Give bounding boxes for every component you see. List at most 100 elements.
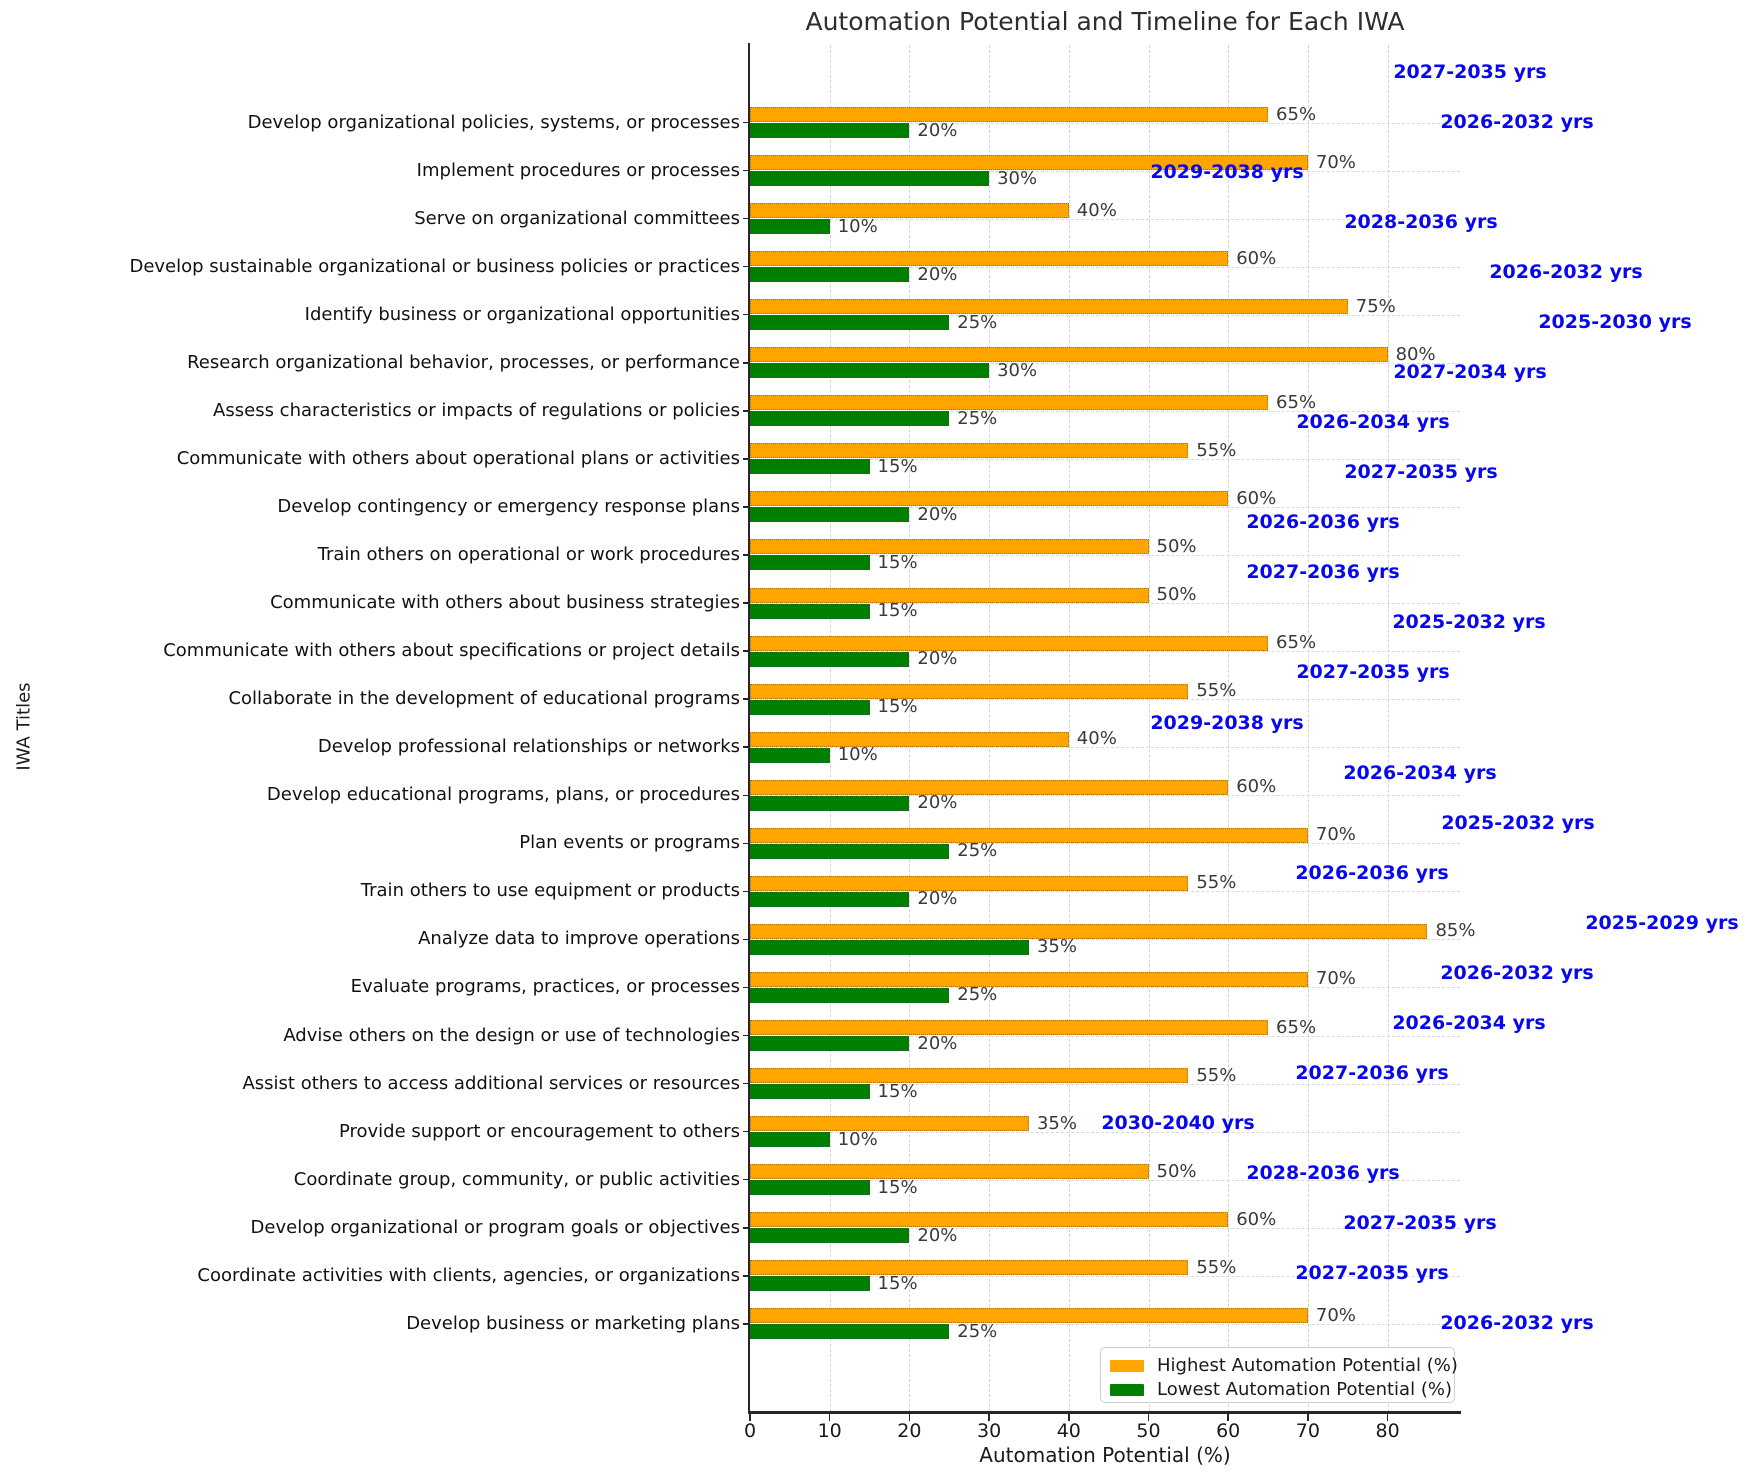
y-tick-mark [743,1178,750,1181]
y-tick-mark [743,746,750,748]
lowest-potential-bar [750,699,870,715]
highest-potential-bar [750,1212,1229,1228]
x-tick-label: 60 [1216,1420,1241,1442]
category-label: Develop contingency or emergency respons… [277,495,740,517]
lowest-potential-bar [750,555,870,571]
timeline-annotation: 2027-2036 yrs [1295,1061,1449,1084]
timeline-annotation: 2025-2032 yrs [1441,811,1595,834]
highest-value-label: 50% [1156,584,1197,606]
horizontal-gridline [750,218,1460,220]
lowest-value-label: 35% [1036,936,1077,958]
highest-potential-bar [750,203,1069,219]
vertical-gridline [1387,45,1389,1412]
highest-value-label: 70% [1315,151,1356,173]
lowest-potential-bar [750,747,830,763]
lowest-potential-bar [750,171,990,187]
y-tick-mark [743,313,750,316]
x-tick-label: 0 [743,1420,757,1442]
lowest-value-label: 10% [837,1128,878,1150]
horizontal-gridline [750,1227,1460,1229]
horizontal-gridline [750,699,1460,701]
highest-value-label: 60% [1236,1208,1277,1230]
highest-value-label: 65% [1276,632,1317,654]
vertical-gridline [989,45,991,1412]
highest-potential-bar [750,1068,1189,1084]
lowest-value-label: 25% [957,1320,998,1342]
lowest-value-label: 20% [917,792,958,814]
timeline-annotation: 2026-2032 yrs [1440,961,1594,984]
highest-value-label: 75% [1355,295,1396,317]
horizontal-gridline [750,1323,1460,1325]
y-tick-mark [743,650,750,652]
lowest-value-label: 15% [877,455,918,477]
y-tick-mark [743,794,750,797]
x-tick-mark [1068,1413,1070,1421]
lowest-value-label: 20% [917,888,958,910]
lowest-value-label: 25% [957,311,998,333]
timeline-annotation: 2027-2034 yrs [1393,361,1547,384]
lowest-potential-bar [750,315,950,331]
y-tick-mark [743,986,750,989]
highest-potential-bar [750,1116,1029,1132]
timeline-annotation: 2026-2032 yrs [1489,261,1643,284]
category-label: Provide support or encouragement to othe… [338,1120,740,1142]
timeline-annotation: 2029-2038 yrs [1150,161,1304,184]
y-tick-mark [743,698,750,700]
y-tick-mark [743,362,750,364]
horizontal-gridline [750,1083,1460,1085]
highest-value-label: 65% [1276,103,1317,125]
vertical-gridline [1307,45,1309,1412]
lowest-value-label: 15% [877,1176,918,1198]
legend: Highest Automation Potential (%) Lowest … [1100,1347,1458,1403]
timeline-annotation: 2027-2035 yrs [1344,461,1498,484]
lowest-potential-bar [750,411,950,427]
lowest-potential-bar [750,603,870,619]
horizontal-gridline [750,795,1460,797]
y-tick-mark [743,1082,750,1085]
horizontal-gridline [750,506,1460,508]
y-tick-mark [743,265,750,268]
highest-value-label: 55% [1196,680,1237,702]
horizontal-gridline [750,1035,1460,1037]
lowest-value-label: 15% [877,600,918,622]
highest-potential-bar [750,155,1308,171]
category-label: Collaborate in the development of educat… [228,688,740,710]
category-label: Develop business or marketing plans [406,1312,740,1334]
highest-value-label: 35% [1036,1112,1077,1134]
y-tick-mark [743,169,750,172]
x-tick-mark [908,1413,911,1421]
x-tick-label: 80 [1375,1420,1400,1442]
lowest-potential-bar [750,1228,910,1244]
highest-value-label: 60% [1236,247,1277,269]
category-label: Advise others on the design or use of te… [283,1024,740,1046]
legend-swatch-lowest-icon [1110,1383,1144,1396]
highest-potential-bar [750,1260,1189,1276]
highest-potential-bar [750,443,1189,459]
vertical-gridline [1068,45,1070,1412]
timeline-annotation: 2027-2035 yrs [1295,1261,1449,1284]
timeline-annotation: 2026-2034 yrs [1296,411,1450,434]
timeline-annotation: 2025-2029 yrs [1585,911,1739,934]
highest-potential-bar [750,1164,1149,1180]
y-tick-mark [743,554,750,556]
lowest-value-label: 10% [837,744,878,766]
lowest-value-label: 15% [877,1080,918,1102]
highest-potential-bar [750,875,1189,891]
horizontal-gridline [750,554,1460,556]
highest-value-label: 55% [1196,1064,1237,1086]
category-label: Serve on organizational committees [414,207,740,229]
lowest-potential-bar [750,123,910,138]
timeline-annotation: 2027-2035 yrs [1343,1211,1497,1234]
lowest-potential-bar [750,1036,910,1052]
category-label: Implement procedures or processes [416,159,740,181]
horizontal-gridline [750,987,1460,989]
vertical-gridline [1228,45,1230,1412]
highest-potential-bar [750,827,1308,843]
lowest-potential-bar [750,795,910,811]
highest-value-label: 65% [1276,1016,1317,1038]
x-axis-spine [748,1411,1462,1414]
highest-potential-bar [750,635,1269,651]
x-tick-label: 40 [1056,1420,1081,1442]
horizontal-gridline [750,1179,1460,1181]
highest-value-label: 70% [1315,824,1356,846]
